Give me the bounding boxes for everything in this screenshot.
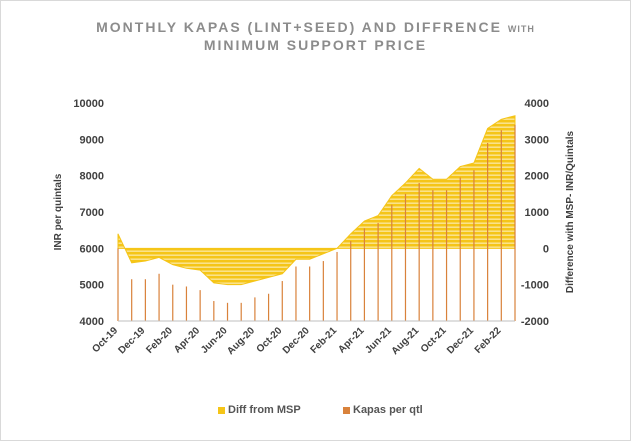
y-tick-label: 7000 bbox=[80, 207, 104, 219]
legend-item-kapas: Kapas per qtl bbox=[343, 404, 423, 416]
bar-kapas-Jan-21 bbox=[322, 261, 324, 321]
bar-kapas-Oct-19 bbox=[117, 248, 119, 321]
x-tick-label: Feb-22 bbox=[473, 325, 504, 356]
legend-swatch-diff bbox=[218, 406, 225, 414]
x-tick-label: Jun-21 bbox=[363, 325, 394, 356]
bar-kapas-Jun-21 bbox=[391, 204, 393, 321]
x-tick-label: Oct-20 bbox=[255, 325, 285, 355]
y-tick-label: 9000 bbox=[80, 134, 104, 146]
y2-tick-label: 3000 bbox=[525, 134, 549, 146]
y2-tick-label: -1000 bbox=[521, 280, 549, 292]
y2-tick-label: -2000 bbox=[521, 316, 549, 328]
bar-kapas-Oct-21 bbox=[445, 190, 448, 321]
bar-kapas-Mar-21 bbox=[350, 241, 352, 321]
legend-item-diff: Diff from MSP bbox=[218, 404, 301, 416]
x-tick-label: Feb-20 bbox=[144, 325, 175, 356]
legend-label-diff: Diff from MSP bbox=[228, 404, 301, 416]
bar-kapas-Jun-20 bbox=[226, 302, 229, 321]
chart-title-line1: MONTHLY KAPAS (LINT+SEED) AND DIFFRENCE … bbox=[96, 19, 535, 35]
x-tick-label: Oct-19 bbox=[90, 325, 120, 355]
bar-kapas-Nov-20 bbox=[295, 266, 297, 321]
y-tick-label: 5000 bbox=[80, 280, 104, 292]
bar-kapas-Jan-20 bbox=[158, 273, 160, 321]
y-tick-label: 10000 bbox=[73, 98, 104, 110]
bar-kapas-Apr-20 bbox=[199, 290, 201, 321]
y2-tick-label: 4000 bbox=[525, 98, 549, 110]
bar-kapas-Nov-19 bbox=[131, 279, 133, 321]
bar-kapas-Apr-21 bbox=[363, 228, 366, 321]
y-tick-label: 6000 bbox=[80, 243, 104, 255]
bar-kapas-Sep-20 bbox=[267, 293, 270, 321]
area-diff-from-msp bbox=[117, 115, 516, 286]
bar-kapas-Aug-20 bbox=[254, 297, 256, 321]
bar-kapas-Oct-20 bbox=[281, 281, 283, 321]
bar-kapas-Jul-21 bbox=[404, 193, 407, 321]
y2-tick-label: 1000 bbox=[525, 207, 549, 219]
x-tick-label: Feb-21 bbox=[309, 325, 340, 356]
x-tick-label: Apr-20 bbox=[172, 325, 202, 355]
y-tick-label: 4000 bbox=[80, 316, 104, 328]
bar-kapas-May-21 bbox=[377, 222, 379, 321]
y-tick-label: 8000 bbox=[80, 171, 104, 183]
y2-tick-label: 0 bbox=[543, 243, 549, 255]
x-tick-label: Apr-21 bbox=[336, 325, 366, 355]
bar-kapas-Feb-20 bbox=[172, 284, 174, 321]
bar-kapas-Feb-21 bbox=[336, 251, 338, 321]
y-axis-label: INR per quintals bbox=[53, 173, 64, 250]
legend-swatch-kapas bbox=[343, 406, 350, 414]
x-tick-label: Dec-20 bbox=[281, 325, 312, 356]
bar-kapas-Dec-19 bbox=[144, 279, 146, 321]
x-tick-label: Dec-21 bbox=[445, 325, 476, 356]
bar-kapas-Jan-22 bbox=[487, 142, 489, 321]
x-tick-label: Aug-21 bbox=[390, 325, 422, 357]
bar-kapas-Feb-22 bbox=[500, 130, 502, 321]
bar-kapas-Jul-20 bbox=[240, 302, 242, 321]
bar-kapas-Mar-20 bbox=[185, 286, 188, 321]
x-tick-label: Aug-20 bbox=[225, 325, 257, 357]
bar-kapas-Nov-21 bbox=[459, 177, 461, 321]
bar-kapas-Aug-21 bbox=[418, 182, 420, 321]
chart-title-line2: MINIMUM SUPPORT PRICE bbox=[203, 37, 428, 53]
bar-kapas-Dec-21 bbox=[473, 170, 475, 321]
y2-axis-label: Difference with MSP- INR/Quintals bbox=[565, 130, 576, 293]
legend-label-kapas: Kapas per qtl bbox=[353, 404, 423, 416]
bar-kapas-Sep-21 bbox=[432, 190, 434, 321]
bar-kapas-Dec-20 bbox=[309, 266, 311, 321]
bar-kapas-Mar-22 bbox=[514, 124, 516, 321]
x-tick-label: Dec-19 bbox=[117, 325, 148, 356]
y2-tick-label: 2000 bbox=[525, 171, 549, 183]
x-tick-label: Oct-21 bbox=[419, 325, 449, 355]
x-tick-label: Jun-20 bbox=[199, 325, 230, 356]
bar-kapas-May-20 bbox=[213, 301, 215, 321]
